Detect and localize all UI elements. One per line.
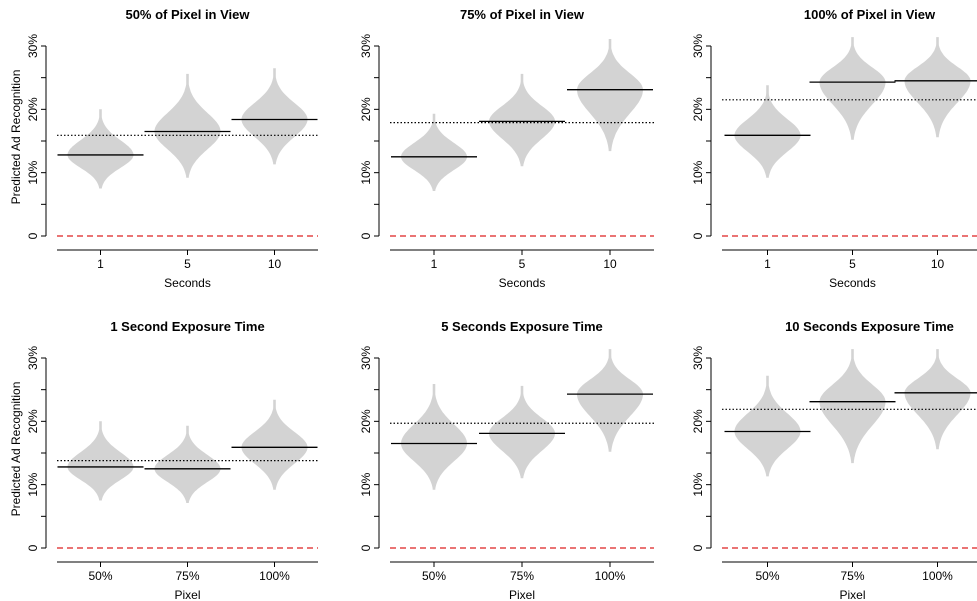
- panel-title: 5 Seconds Exposure Time: [441, 319, 603, 334]
- x-tick-label: 50%: [422, 569, 446, 583]
- panel-title: 75% of Pixel in View: [460, 7, 585, 22]
- y-tick-label: 10%: [691, 472, 705, 496]
- y-tick-label: 30%: [359, 34, 373, 58]
- y-tick-label: 10%: [359, 472, 373, 496]
- violin-1: [401, 113, 467, 191]
- y-tick-label: 20%: [26, 409, 40, 433]
- x-axis-label: Pixel: [839, 588, 865, 601]
- y-tick-label: 10%: [691, 160, 705, 184]
- violin-5: [154, 73, 221, 178]
- y-tick-label: 0: [26, 544, 40, 551]
- y-tick-label: 30%: [359, 346, 373, 370]
- x-tick-label: 50%: [755, 569, 779, 583]
- x-tick-label: 1: [764, 257, 771, 271]
- x-tick-label: 5: [519, 257, 526, 271]
- x-tick-label: 10: [268, 257, 282, 271]
- y-tick-label: 0: [691, 544, 705, 551]
- violin-5: [489, 73, 555, 167]
- x-tick-label: 10: [931, 257, 945, 271]
- violin-100%: [904, 349, 971, 450]
- violin-5: [819, 37, 886, 140]
- y-tick-label: 20%: [359, 409, 373, 433]
- y-tick-label: 0: [359, 544, 373, 551]
- y-tick-label: 0: [26, 232, 40, 239]
- y-tick-label: 30%: [26, 34, 40, 58]
- x-tick-label: 5: [184, 257, 191, 271]
- y-axis-label: Predicted Ad Recognition: [9, 382, 23, 517]
- violin-50%: [734, 375, 801, 477]
- panel-6: 10 Seconds Exposure Time 50% 75% 100% Pixel 0…: [691, 319, 977, 601]
- violin-1: [734, 85, 801, 178]
- y-tick-label: 10%: [359, 160, 373, 184]
- y-tick-label: 20%: [26, 97, 40, 121]
- x-axis-label: Seconds: [164, 276, 211, 290]
- violin-10: [241, 68, 308, 165]
- panel-2: 75% of Pixel in View 1 5 10 Seconds 0 10% 20% 30…: [359, 7, 654, 290]
- x-tick-label: 100%: [259, 569, 290, 583]
- x-tick-label: 10: [603, 257, 617, 271]
- x-axis-label: Pixel: [509, 588, 535, 601]
- x-tick-label: 50%: [88, 569, 112, 583]
- y-tick-label: 30%: [691, 34, 705, 58]
- x-tick-label: 5: [849, 257, 856, 271]
- panel-title: 1 Second Exposure Time: [110, 319, 264, 334]
- violin-75%: [819, 349, 886, 464]
- panel-1: 50% of Pixel in View 1 5 10 Seconds 0 10% 20% 30…: [9, 7, 318, 290]
- y-axis-label: Predicted Ad Recognition: [9, 70, 23, 205]
- panel-3: 100% of Pixel in View 1 5 10 Seconds 0 10% 20% 3…: [691, 7, 977, 290]
- panel-5: 5 Seconds Exposure Time 50% 75% 100% Pixel 0 1…: [359, 319, 654, 601]
- violin-75%: [154, 425, 221, 503]
- y-tick-label: 0: [359, 232, 373, 239]
- x-tick-label: 75%: [175, 569, 199, 583]
- x-tick-label: 100%: [595, 569, 626, 583]
- violin-100%: [241, 399, 308, 490]
- x-tick-label: 75%: [840, 569, 864, 583]
- violin-10: [577, 39, 643, 152]
- x-axis-label: Seconds: [499, 276, 546, 290]
- panel-title: 10 Seconds Exposure Time: [785, 319, 954, 334]
- panel-4: 1 Second Exposure Time 50% 75% 100% Pixel 0 10…: [9, 319, 318, 601]
- violin-75%: [489, 385, 555, 479]
- violin-100%: [577, 349, 643, 452]
- x-tick-label: 100%: [922, 569, 953, 583]
- y-tick-label: 20%: [691, 97, 705, 121]
- x-axis-label: Pixel: [174, 588, 200, 601]
- x-tick-label: 1: [431, 257, 438, 271]
- y-tick-label: 30%: [691, 346, 705, 370]
- panel-title: 100% of Pixel in View: [804, 7, 936, 22]
- y-tick-label: 10%: [26, 472, 40, 496]
- violin-1: [67, 109, 134, 189]
- y-tick-label: 10%: [26, 160, 40, 184]
- x-tick-label: 1: [97, 257, 104, 271]
- violin-50%: [401, 384, 467, 490]
- x-tick-label: 75%: [510, 569, 534, 583]
- violin-10: [904, 37, 971, 138]
- y-tick-label: 0: [691, 232, 705, 239]
- y-tick-label: 20%: [691, 409, 705, 433]
- y-tick-label: 30%: [26, 346, 40, 370]
- y-tick-label: 20%: [359, 97, 373, 121]
- panel-title: 50% of Pixel in View: [125, 7, 250, 22]
- x-axis-label: Seconds: [829, 276, 876, 290]
